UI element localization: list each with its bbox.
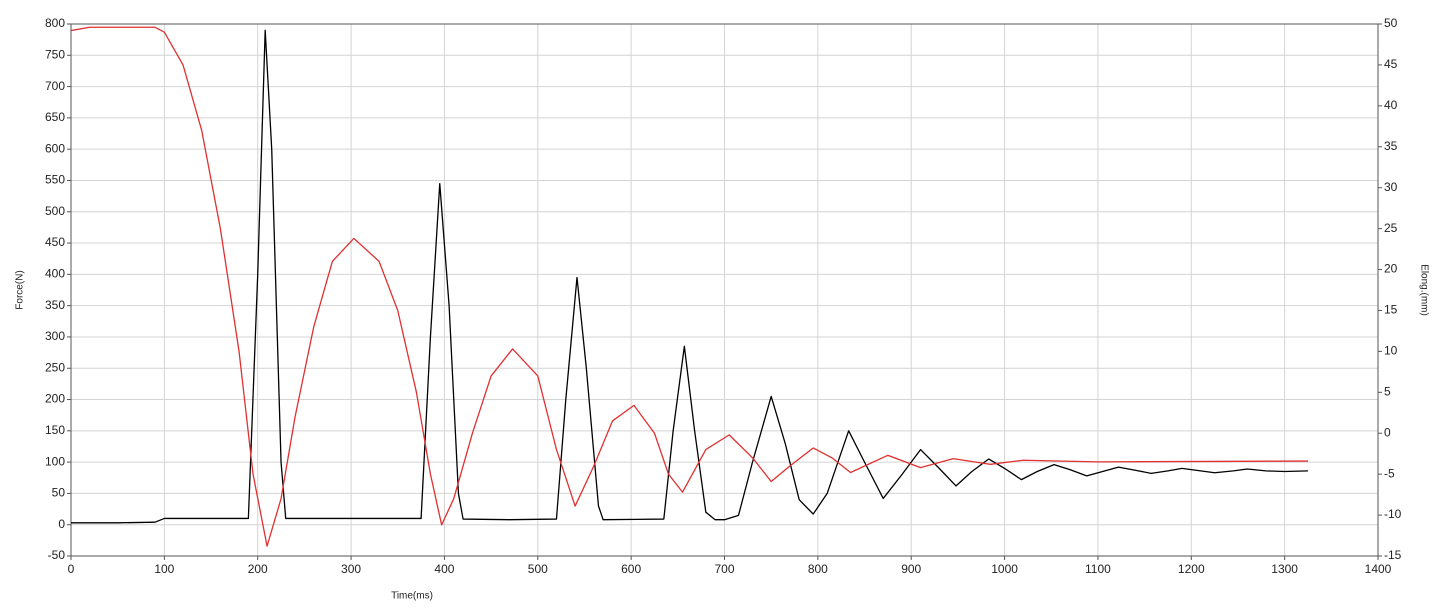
x-tick-label: 0 bbox=[68, 562, 75, 576]
y-tick-label: 100 bbox=[45, 454, 65, 468]
y-tick-label: 350 bbox=[45, 298, 65, 312]
x-tick-label: 800 bbox=[808, 562, 828, 576]
y-tick-label: 750 bbox=[45, 47, 65, 61]
y2-tick-label: 20 bbox=[1384, 262, 1398, 276]
y-tick-label: 0 bbox=[58, 517, 65, 531]
x-tick-label: 1000 bbox=[991, 562, 1018, 576]
data-line bbox=[70, 26, 1308, 547]
plot-frame bbox=[70, 23, 1379, 557]
y2-tick-label: 10 bbox=[1384, 344, 1398, 358]
x-tick-label: 300 bbox=[341, 562, 361, 576]
y2-tick-label: -10 bbox=[1384, 507, 1402, 521]
y2-axis-label: Elong.(mm) bbox=[1418, 264, 1429, 316]
y-tick-label: 550 bbox=[45, 173, 65, 187]
x-tick-label: 1300 bbox=[1271, 562, 1298, 576]
y2-tick-label: 5 bbox=[1384, 384, 1391, 398]
y-tick-label: 500 bbox=[45, 204, 65, 218]
x-tick-label: 1100 bbox=[1085, 562, 1111, 576]
y2-tick-label: 45 bbox=[1384, 57, 1398, 71]
y2-tick-label: 50 bbox=[1384, 16, 1398, 30]
y2-tick-label: 25 bbox=[1384, 221, 1398, 235]
x-tick-label: 200 bbox=[248, 562, 268, 576]
y-tick-label: 600 bbox=[45, 141, 65, 155]
y-tick-label: 200 bbox=[45, 392, 65, 406]
y-tick-label: 700 bbox=[45, 79, 65, 93]
x-tick-label: 600 bbox=[621, 562, 641, 576]
x-tick-label: 100 bbox=[154, 562, 174, 576]
y2-tick-label: 40 bbox=[1384, 98, 1398, 112]
y2-tick-label: 0 bbox=[1384, 425, 1391, 439]
y2-tick-label: 15 bbox=[1384, 303, 1398, 317]
y-tick-label: -50 bbox=[48, 548, 66, 562]
y2-tick-label: 35 bbox=[1384, 139, 1398, 153]
y-tick-label: 650 bbox=[45, 110, 65, 124]
x-tick-label: 400 bbox=[434, 562, 454, 576]
y-tick-label: 250 bbox=[45, 360, 65, 374]
x-tick-label: 700 bbox=[714, 562, 734, 576]
x-tick-label: 1200 bbox=[1178, 562, 1205, 576]
y-tick-label: 400 bbox=[45, 267, 65, 281]
y-tick-label: 800 bbox=[45, 16, 65, 30]
y-tick-label: 450 bbox=[45, 235, 65, 249]
x-tick-label: 500 bbox=[528, 562, 548, 576]
y2-tick-label: -15 bbox=[1384, 548, 1402, 562]
y2-tick-label: 30 bbox=[1384, 180, 1398, 194]
y-tick-label: 300 bbox=[45, 329, 65, 343]
data-line bbox=[71, 29, 1308, 524]
y-tick-label: 150 bbox=[45, 423, 65, 437]
x-tick-label: 1400 bbox=[1365, 562, 1392, 576]
y-axis-label: Force(N) bbox=[15, 270, 26, 309]
x-tick-label: 900 bbox=[901, 562, 921, 576]
x-axis-label: Time(ms) bbox=[391, 591, 433, 602]
y2-tick-label: -5 bbox=[1384, 466, 1395, 480]
y-tick-label: 50 bbox=[52, 486, 66, 500]
